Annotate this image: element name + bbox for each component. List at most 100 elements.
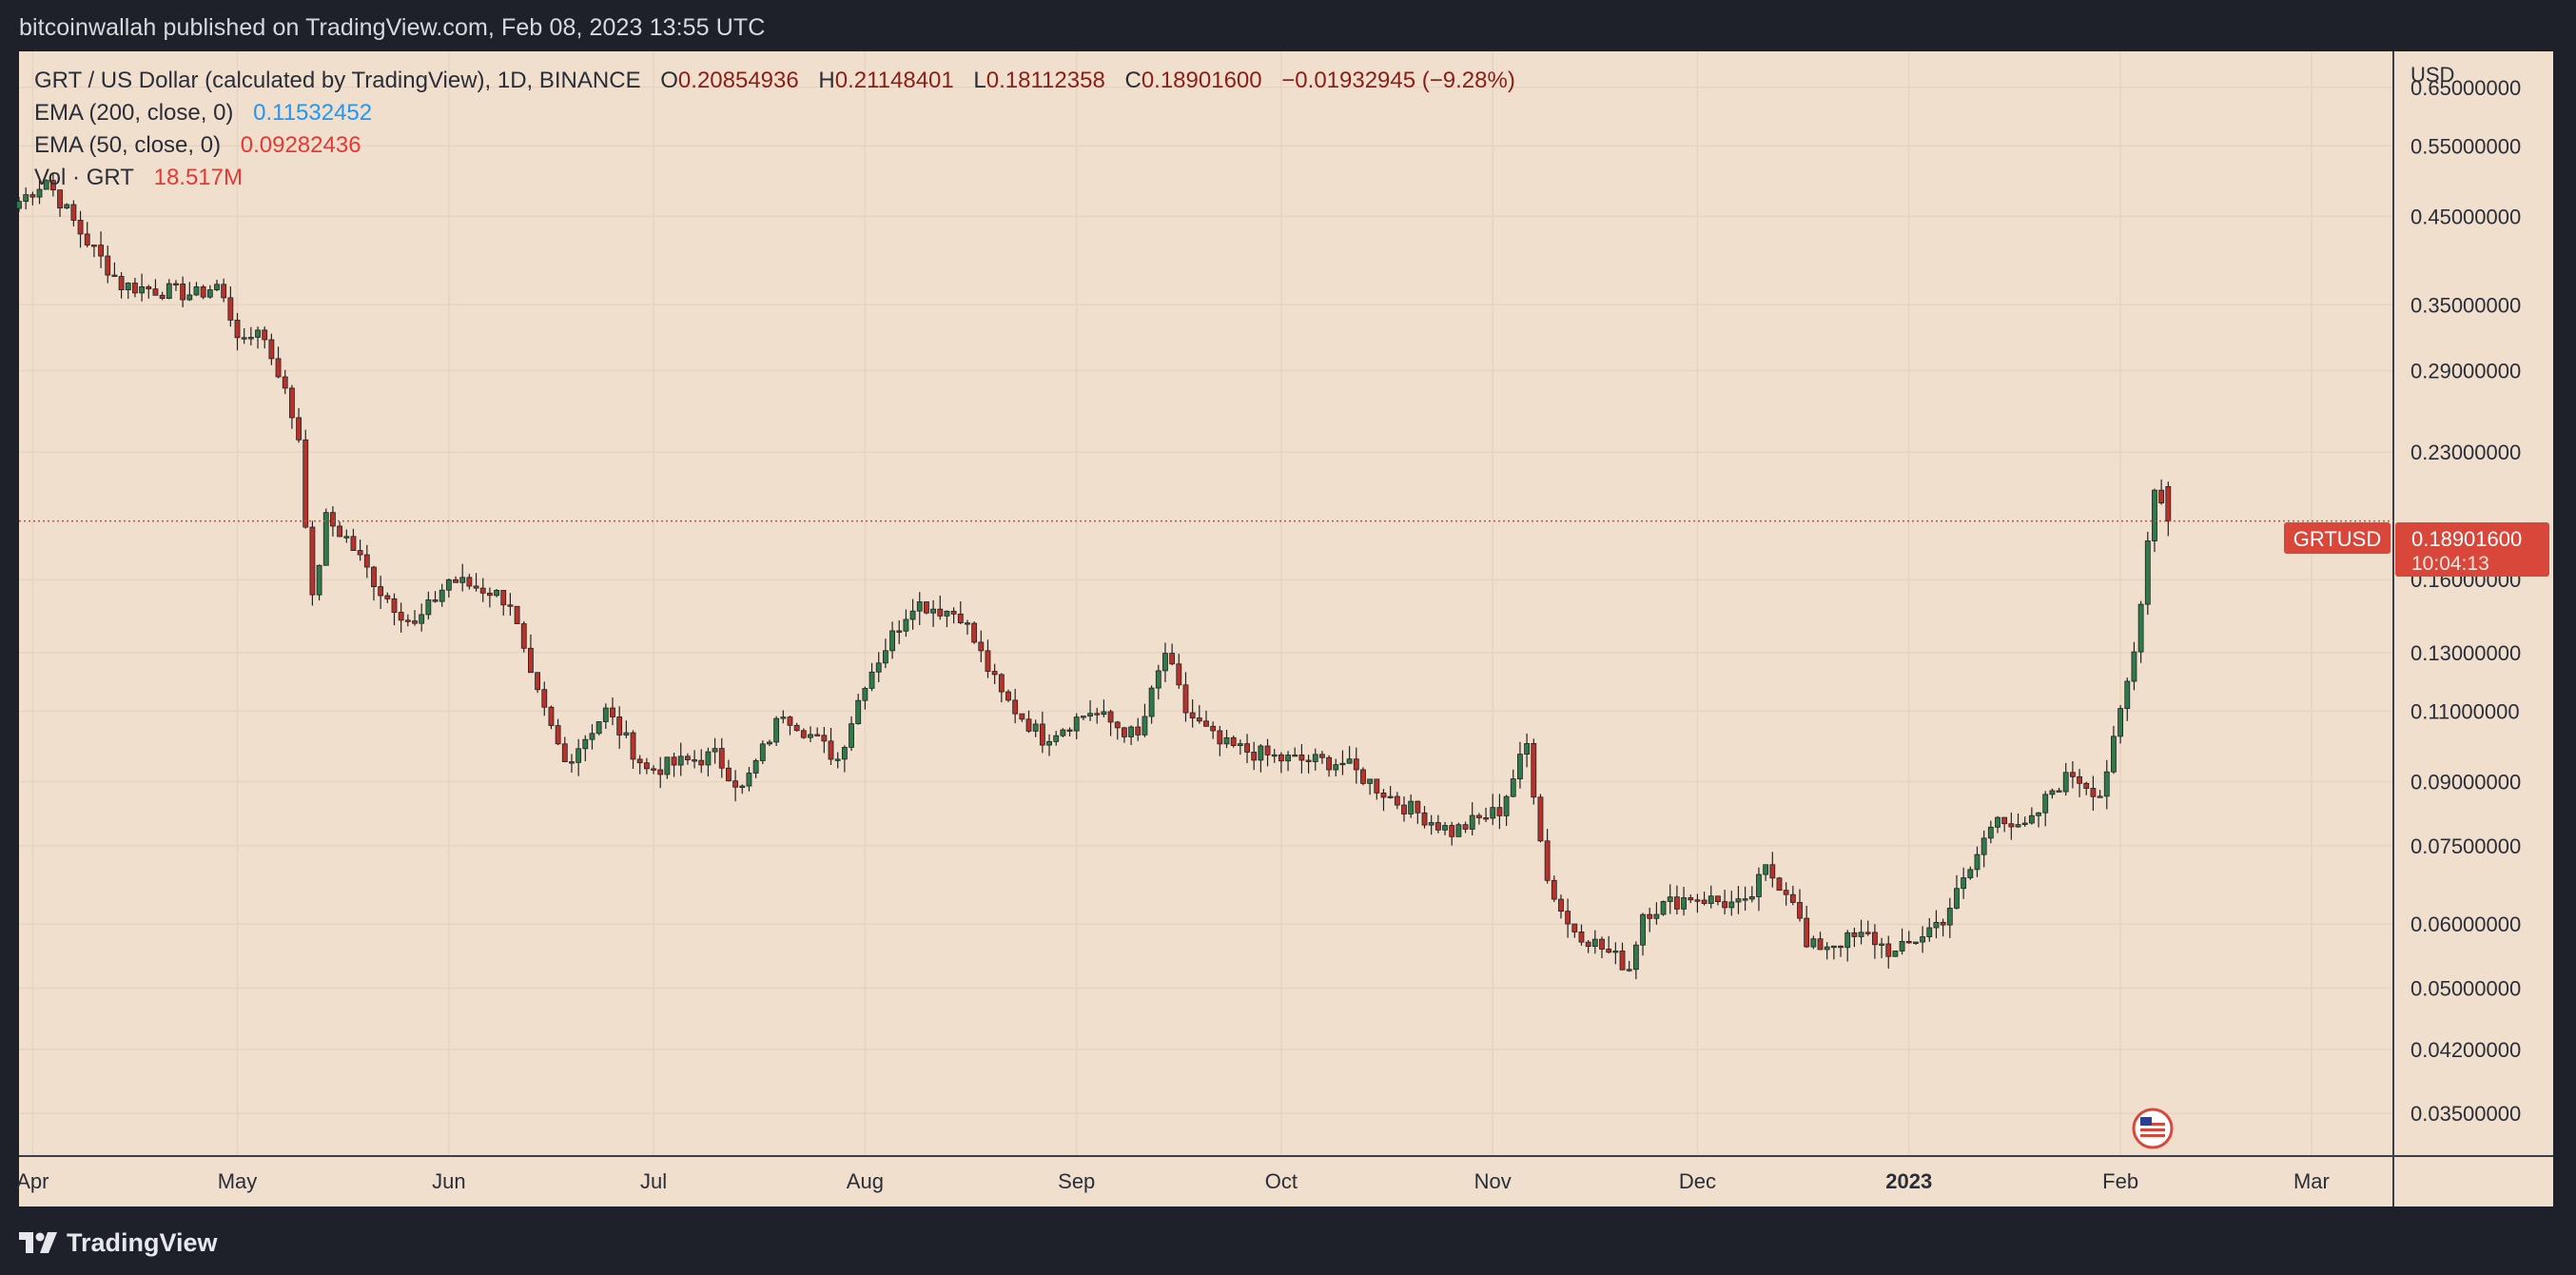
candle-body xyxy=(1892,951,1899,957)
candle xyxy=(1271,749,1278,763)
candle-body xyxy=(1005,691,1011,701)
candle xyxy=(466,574,473,590)
candle xyxy=(166,279,172,300)
candle xyxy=(2124,677,2131,721)
candle xyxy=(787,716,793,736)
candle-body xyxy=(787,716,793,726)
candle xyxy=(309,520,316,606)
y-tick-label: 0.07500000 xyxy=(2410,834,2521,858)
candle xyxy=(1789,885,1796,906)
candle-body xyxy=(459,577,466,583)
candle xyxy=(36,180,43,205)
price-tag-bg[interactable] xyxy=(2395,522,2549,577)
candle-body xyxy=(971,622,978,643)
candle-body xyxy=(371,566,377,587)
legend-change: −0.01932945 (−9.28%) xyxy=(1281,68,1515,93)
candle-body xyxy=(412,620,418,624)
candle xyxy=(767,739,772,747)
candle xyxy=(1326,755,1333,777)
candle xyxy=(1585,939,1591,953)
candle-body xyxy=(944,610,950,617)
candle xyxy=(193,282,200,297)
candle-body xyxy=(1360,769,1366,784)
candle xyxy=(1510,769,1516,798)
candle-body xyxy=(2090,788,2097,797)
price-axis-bg[interactable] xyxy=(2393,51,2553,1206)
candle-body xyxy=(849,723,854,748)
candle xyxy=(1892,951,1899,957)
candle xyxy=(2152,488,2157,553)
candle-body xyxy=(1449,825,1455,837)
candle-body xyxy=(84,233,90,245)
candle xyxy=(1401,796,1407,822)
candle xyxy=(84,222,90,247)
candle-body xyxy=(214,284,220,291)
tradingview-logo[interactable]: TradingView xyxy=(19,1226,218,1259)
candle-body xyxy=(500,590,507,606)
candle-body xyxy=(494,590,499,597)
candle-body xyxy=(98,245,104,257)
price-chart[interactable]: USD 0.65000000 0.55000000 0.45000000 0.3500… xyxy=(0,0,2576,1206)
candle-body xyxy=(1114,721,1121,729)
candle xyxy=(582,735,589,762)
legend-ema50-row[interactable]: EMA (50, close, 0) 0.09282436 xyxy=(34,129,1515,162)
candle-body xyxy=(1394,795,1400,806)
candle xyxy=(1122,726,1127,743)
candle xyxy=(1961,867,1967,899)
candle xyxy=(541,681,548,716)
candle xyxy=(1981,830,1987,868)
candle-body xyxy=(1715,895,1721,903)
candle xyxy=(316,564,322,601)
candle xyxy=(1258,744,1264,773)
candle-body xyxy=(139,285,146,294)
candle xyxy=(1591,930,1598,954)
candle-body xyxy=(1660,901,1667,915)
candle-body xyxy=(49,180,56,191)
candle xyxy=(1162,642,1168,682)
legend-volume-row[interactable]: Vol · GRT 18.517M xyxy=(34,162,1515,194)
x-tick-label: Nov xyxy=(1474,1169,1512,1193)
candle xyxy=(875,652,882,682)
candle-body xyxy=(1967,869,1974,878)
candle-body xyxy=(1196,717,1202,722)
candle xyxy=(2069,761,2076,789)
candle xyxy=(1434,814,1441,834)
candle xyxy=(1551,875,1557,902)
x-tick-label: Apr xyxy=(16,1169,49,1193)
candle xyxy=(1954,874,1960,910)
candle-body xyxy=(1789,893,1796,903)
candle xyxy=(1688,894,1694,904)
candle xyxy=(1735,886,1742,914)
candle-body xyxy=(1203,720,1209,727)
candle-body xyxy=(1571,923,1578,932)
candle xyxy=(445,578,452,598)
candle xyxy=(500,590,507,616)
chart-panel[interactable] xyxy=(19,51,2553,1206)
candle-body xyxy=(1804,917,1810,948)
candle xyxy=(698,749,705,774)
candle-body xyxy=(1237,743,1243,746)
legend-close-value: 0.18901600 xyxy=(1141,68,1262,93)
candle xyxy=(398,602,404,633)
symbol-tag-bg[interactable] xyxy=(2284,522,2391,554)
candle-body xyxy=(1415,800,1421,814)
candle xyxy=(494,589,499,598)
x-tick-label: 2023 xyxy=(1885,1169,1932,1193)
candle xyxy=(610,697,615,726)
candle-body xyxy=(282,376,288,389)
candle-body xyxy=(1271,754,1278,757)
legend-ema200-row[interactable]: EMA (200, close, 0) 0.11532452 xyxy=(34,97,1515,129)
candle-body xyxy=(330,512,336,527)
x-tick-label: Jul xyxy=(640,1169,667,1193)
candle xyxy=(453,576,459,583)
candle-body xyxy=(1913,941,1919,944)
candle xyxy=(1660,900,1667,916)
candle xyxy=(1367,778,1374,795)
candle xyxy=(834,752,841,769)
legend-low-value: 0.18112358 xyxy=(986,68,1105,93)
candle xyxy=(1612,942,1619,965)
us-flag-event-icon[interactable] xyxy=(2132,1108,2174,1149)
candle xyxy=(1742,886,1748,912)
candle-body xyxy=(363,554,370,568)
candle xyxy=(288,384,295,429)
